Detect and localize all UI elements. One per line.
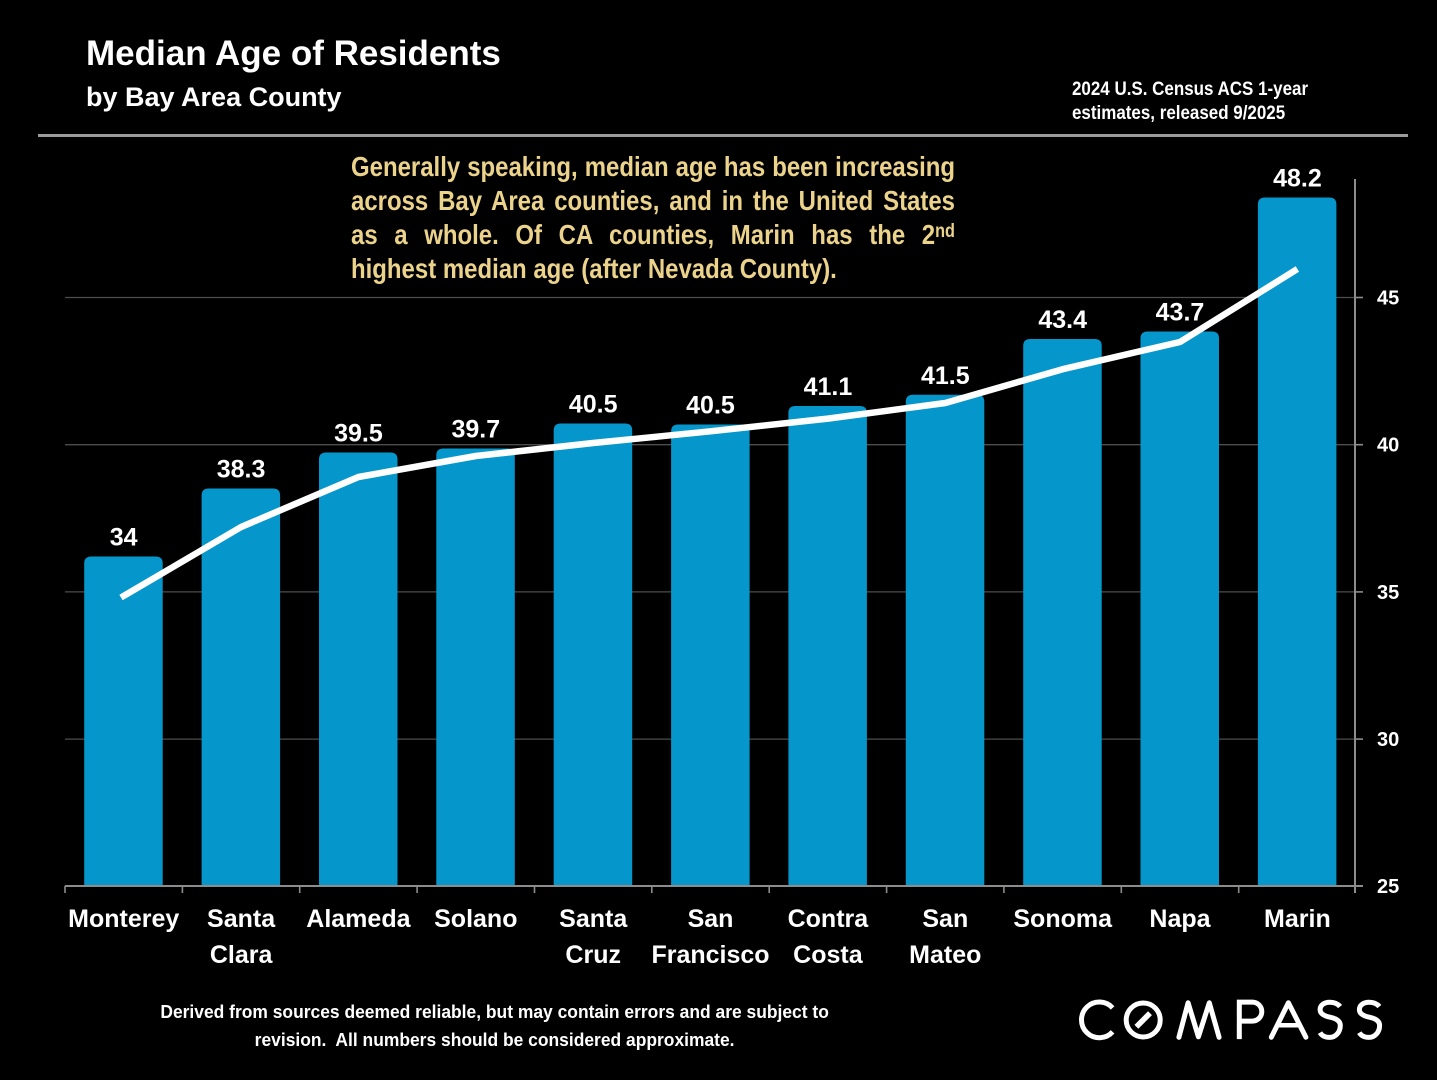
svg-text:39.7: 39.7 (451, 416, 500, 444)
svg-text:Santa: Santa (559, 905, 628, 933)
svg-text:San: San (688, 905, 734, 933)
svg-text:39.5: 39.5 (334, 420, 383, 448)
svg-text:48.2: 48.2 (1273, 165, 1322, 193)
svg-text:25: 25 (1377, 876, 1399, 898)
svg-text:Francisco: Francisco (651, 941, 769, 969)
svg-text:40.5: 40.5 (686, 392, 735, 420)
svg-text:Contra: Contra (788, 905, 870, 933)
svg-text:43.4: 43.4 (1038, 306, 1087, 334)
svg-text:Monterey: Monterey (68, 905, 179, 933)
svg-text:Solano: Solano (434, 905, 517, 933)
svg-text:34: 34 (110, 524, 138, 552)
svg-text:41.1: 41.1 (804, 373, 853, 401)
svg-text:43.7: 43.7 (1156, 299, 1205, 327)
svg-text:45: 45 (1377, 288, 1399, 310)
svg-text:San: San (922, 905, 968, 933)
svg-text:Costa: Costa (793, 941, 864, 969)
svg-text:30: 30 (1377, 729, 1399, 751)
svg-text:Mateo: Mateo (909, 941, 981, 969)
svg-text:Santa: Santa (207, 905, 276, 933)
svg-text:Sonoma: Sonoma (1013, 905, 1113, 933)
svg-text:40: 40 (1377, 435, 1399, 457)
svg-text:41.5: 41.5 (921, 362, 970, 390)
svg-text:Alameda: Alameda (306, 905, 411, 933)
svg-text:Clara: Clara (210, 941, 274, 969)
svg-text:Marin: Marin (1264, 905, 1331, 933)
svg-text:38.3: 38.3 (217, 456, 266, 484)
svg-text:40.5: 40.5 (569, 391, 618, 419)
svg-text:Napa: Napa (1149, 905, 1211, 933)
svg-text:Cruz: Cruz (565, 941, 621, 969)
svg-text:35: 35 (1377, 582, 1399, 604)
